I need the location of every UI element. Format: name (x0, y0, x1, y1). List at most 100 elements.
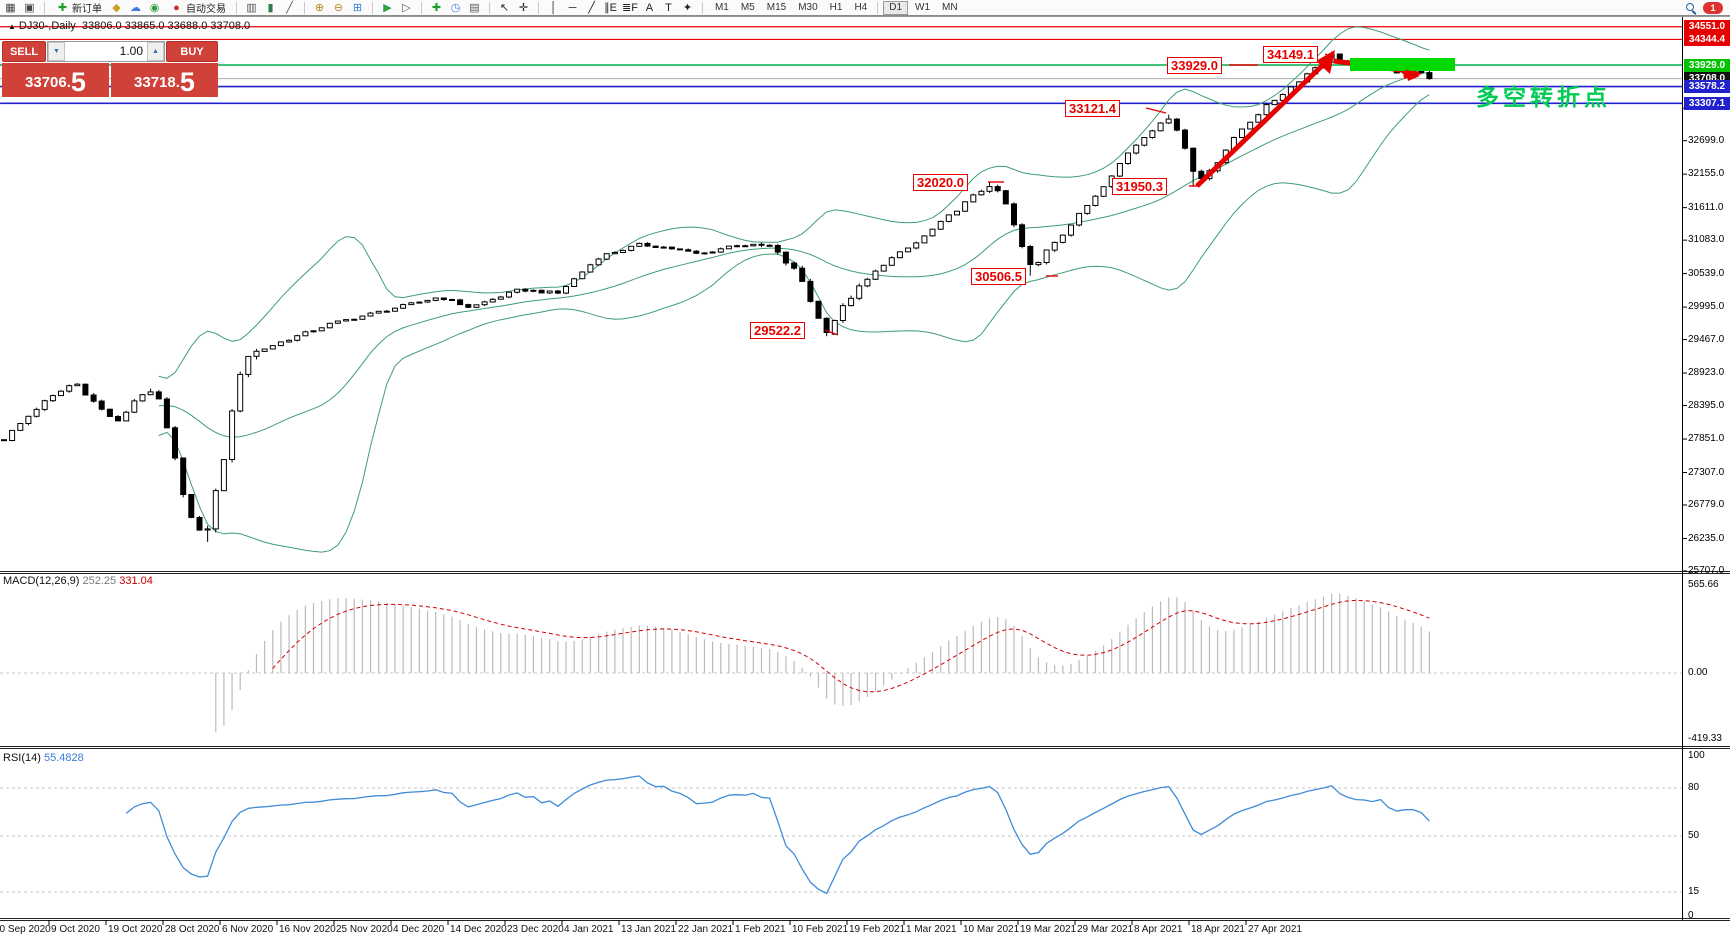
date-axis-label: 30 Sep 2020 (0, 924, 51, 935)
templates-icon[interactable]: ▤ (469, 1, 480, 14)
y-axis-tick: 28395.0 (1688, 399, 1725, 411)
text-icon[interactable]: A (645, 1, 654, 14)
tile-windows-icon[interactable]: ⊞ (352, 1, 363, 14)
y-axis-tick: 27307.0 (1688, 466, 1725, 478)
bull-bear-turning-point-note[interactable]: 多空转折点 (1476, 84, 1611, 110)
date-axis-label: 4 Dec 2020 (393, 924, 445, 935)
trendline-icon[interactable]: ╱ (588, 1, 595, 14)
volume-decrease-button[interactable]: ▼ (48, 42, 65, 61)
window-icon[interactable]: ▦ (5, 1, 16, 14)
buy-price-box[interactable]: 33718. 5 (111, 63, 218, 97)
toolbar-separator (304, 1, 305, 14)
shapes-icon[interactable]: ✦ (682, 1, 693, 14)
date-axis-label: 1 Mar 2021 (906, 924, 957, 935)
channel-icon[interactable]: ∥E (604, 1, 617, 14)
volume-stepper: ▼ 1.00 ▲ (47, 41, 165, 62)
price-annotation[interactable]: 32020.0 (913, 174, 968, 191)
profiles-icon[interactable]: ☁ (130, 1, 141, 14)
search-icon[interactable] (1685, 2, 1697, 15)
periods-icon[interactable]: ◷ (450, 1, 461, 14)
price-line-badge: 33929.0 (1684, 58, 1730, 72)
buy-price-main: 33718 (134, 74, 176, 91)
timeframe-mn[interactable]: MN (942, 1, 958, 13)
timeframe-m15[interactable]: M15 (766, 1, 787, 13)
y-axis-tick: 26779.0 (1688, 499, 1725, 510)
price-line-badge: 33578.2 (1684, 80, 1730, 94)
zoom-in-icon[interactable]: ⊕ (314, 1, 325, 14)
sell-price-big: 5 (70, 67, 86, 97)
timeframe-h4[interactable]: H4 (854, 1, 868, 13)
timeframe-d1[interactable]: D1 (883, 0, 909, 15)
new-order-button[interactable]: ✚ 新订单 (52, 1, 105, 16)
price-annotation[interactable]: 29522.2 (750, 322, 805, 339)
y-axis-tick: 26235.0 (1688, 532, 1725, 544)
label-icon[interactable]: T (665, 1, 672, 14)
notification-badge[interactable]: 1 (1703, 1, 1723, 14)
y-axis-tick: 30539.0 (1688, 267, 1725, 279)
crosshair-icon[interactable]: ✛ (518, 1, 529, 14)
bar-chart-icon[interactable]: ▥ (246, 1, 257, 14)
price-annotation[interactable]: 33929.0 (1167, 57, 1222, 74)
date-axis-label: 10 Feb 2021 (792, 924, 849, 935)
timeframe-h1[interactable]: H1 (829, 1, 843, 13)
price-annotation[interactable]: 30506.5 (971, 268, 1026, 285)
timeframe-w1[interactable]: W1 (915, 1, 931, 13)
toolbar-separator (701, 1, 703, 14)
hline-icon[interactable]: ─ (568, 1, 577, 14)
date-axis-label: 8 Apr 2021 (1134, 924, 1183, 935)
zoom-out-icon[interactable]: ⊖ (333, 1, 344, 14)
styles-icon[interactable]: ◆ (112, 1, 121, 14)
autoscroll-icon[interactable]: ▶ (383, 1, 392, 14)
date-axis-label: 19 Oct 2020 (108, 924, 163, 935)
rsi-axis-tick: 80 (1688, 782, 1700, 793)
price-annotation[interactable]: 31950.3 (1112, 178, 1167, 195)
indicators-icon[interactable]: ✚ (431, 1, 442, 14)
print-preview-icon[interactable]: ▣ (24, 1, 35, 14)
y-axis-tick: 31611.0 (1688, 201, 1724, 213)
volume-increase-button[interactable]: ▲ (147, 42, 164, 61)
timeframe-m30[interactable]: M30 (798, 1, 818, 13)
sell-price-dot: . (66, 74, 71, 91)
date-axis-label: 18 Apr 2021 (1191, 924, 1245, 935)
cursor-icon[interactable]: ↖ (499, 1, 510, 14)
chart-shift-icon[interactable]: ▷ (402, 1, 411, 14)
fibonacci-icon[interactable]: ≣F (622, 1, 638, 14)
y-axis-tick: 28923.0 (1688, 367, 1725, 379)
autotrading-button[interactable]: ● 自动交易 (166, 1, 229, 16)
toolbar-separator (372, 1, 373, 14)
market-watch-icon[interactable]: ◉ (149, 1, 160, 14)
macd-axis-min: -419.33 (1688, 733, 1722, 744)
macd-value-main: 252.25 (82, 575, 117, 587)
line-chart-icon[interactable]: ╱ (286, 1, 293, 14)
buy-button[interactable]: BUY (166, 41, 218, 62)
rsi-axis-tick: 50 (1688, 830, 1700, 841)
date-axis-label: 29 Mar 2021 (1077, 924, 1134, 935)
volume-value[interactable]: 1.00 (119, 44, 143, 58)
toolbar-right: 1 (1685, 1, 1727, 15)
y-axis-tick: 29467.0 (1688, 333, 1725, 345)
toolbar-separator (236, 1, 237, 14)
y-axis-tick: 32155.0 (1688, 168, 1725, 180)
rsi-label: RSI(14) 55.4828 (3, 752, 84, 764)
toolbar-separator (421, 1, 422, 14)
chart-header: ▲ DJ30-,Daily 33806.0 33865.0 33688.0 337… (8, 20, 250, 32)
sell-button[interactable]: SELL (2, 41, 46, 62)
price-annotation[interactable]: 33121.4 (1065, 100, 1120, 117)
timeframe-m1[interactable]: M1 (714, 1, 729, 13)
vline-icon[interactable]: │ (550, 1, 557, 14)
autotrading-label: 自动交易 (186, 4, 226, 15)
y-axis-tick: 29995.0 (1688, 301, 1725, 313)
date-axis-label: 4 Jan 2021 (564, 924, 614, 935)
price-line-badge: 34344.4 (1684, 32, 1730, 46)
price-annotation[interactable]: 34149.1 (1263, 46, 1318, 63)
sell-price-box[interactable]: 33706. 5 (2, 63, 109, 97)
timeframe-m5[interactable]: M5 (740, 1, 755, 13)
date-axis-label: 13 Jan 2021 (621, 924, 677, 935)
main-toolbar: ▦ ▣ ✚ 新订单 ◆ ☁ ◉ ● 自动交易 ▥ ▮ ╱ ⊕ ⊖ ⊞ ▶ ▷ ✚ ◷ ▤ ↖ ✛ │ ─ ╱ ∥… (0, 0, 1730, 16)
candlestick-icon[interactable]: ▮ (267, 1, 274, 14)
date-axis-label: 25 Nov 2020 (336, 924, 393, 935)
toolbar-separator (489, 1, 490, 14)
timeframe-toolbar: M1 M5 M15 M30 H1 H4 D1 W1 MN (710, 0, 963, 15)
